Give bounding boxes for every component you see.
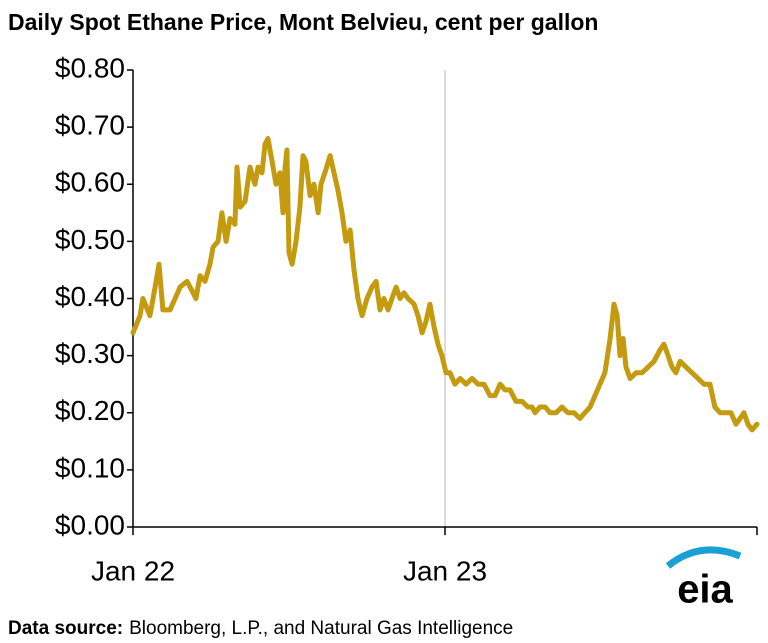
eia-logo: eia <box>665 546 742 612</box>
footer: Data source: Bloomberg, L.P., and Natural… <box>8 618 513 639</box>
logo-text: eia <box>677 568 733 612</box>
chart-title: Daily Spot Ethane Price, Mont Belvieu, c… <box>8 9 598 35</box>
x-tick-label: Jan 22 <box>91 555 175 586</box>
y-tick-label: $0.70 <box>55 110 125 141</box>
x-tick-label: Jan 23 <box>403 555 487 586</box>
footer-text: Bloomberg, L.P., and Natural Gas Intelli… <box>129 618 513 639</box>
y-tick-label: $0.20 <box>55 395 125 426</box>
logo-swoosh <box>665 546 742 569</box>
footer-label: Data source: <box>8 618 123 639</box>
y-tick-label: $0.10 <box>55 452 125 483</box>
y-tick-label: $0.30 <box>55 338 125 369</box>
y-tick-label: $0.50 <box>55 224 125 255</box>
y-tick-label: $0.40 <box>55 281 125 312</box>
price-line <box>130 136 760 433</box>
y-tick-label: $0.80 <box>55 52 125 83</box>
y-tick-label: $0.60 <box>55 167 125 198</box>
y-tick-label: $0.00 <box>55 509 125 540</box>
